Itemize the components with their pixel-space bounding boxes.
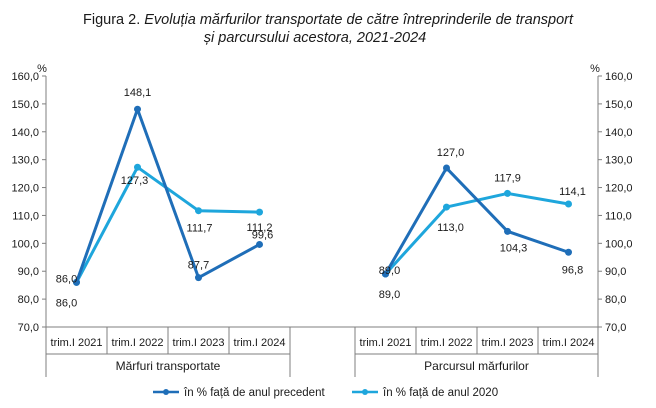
y-tick-label-left: 100,0 <box>11 238 39 250</box>
data-point <box>504 227 511 235</box>
data-point <box>443 164 450 172</box>
y-tick-label-left: 160,0 <box>11 71 39 83</box>
legend-marker <box>163 389 169 395</box>
series-line <box>75 165 260 284</box>
y-tick-label-right: 70,0 <box>605 322 626 334</box>
y-tick-label-left: 70,0 <box>18 322 39 334</box>
data-label: 111,7 <box>187 223 213 235</box>
data-label: 99,6 <box>252 229 273 241</box>
data-label: 89,0 <box>379 265 400 277</box>
y-tick-label-right: 130,0 <box>605 155 633 167</box>
y-unit-left: % <box>37 63 47 75</box>
data-label: 86,0 <box>56 273 77 285</box>
chart-title-prefix: Figura 2. <box>83 12 140 28</box>
data-point <box>565 200 572 208</box>
y-unit-right: % <box>590 63 600 75</box>
y-tick-label-right: 110,0 <box>605 210 632 222</box>
series-line <box>384 166 569 275</box>
y-tick-label-left: 150,0 <box>11 99 39 111</box>
data-point <box>256 240 263 248</box>
y-tick-label-right: 80,0 <box>605 294 626 306</box>
data-label: 117,9 <box>494 172 521 184</box>
y-tick-label-right: 90,0 <box>605 266 626 278</box>
y-tick-label-right: 120,0 <box>605 183 633 195</box>
x-category-label: trim.I 2024 <box>543 337 595 349</box>
data-point <box>382 270 389 278</box>
data-label: 86,0 <box>56 297 77 309</box>
y-tick-label-left: 90,0 <box>18 266 39 278</box>
y-tick-label-left: 140,0 <box>11 127 39 139</box>
x-category-label: trim.I 2021 <box>51 337 103 349</box>
data-point <box>504 189 511 197</box>
plot-area: 70,0 70,0 80,0 80,0 90,0 90,0 100,0 100,0 110,0 1… <box>11 63 632 399</box>
y-tick-label-right: 150,0 <box>605 99 633 111</box>
x-category-label: trim.I 2024 <box>234 337 286 349</box>
data-label: 96,8 <box>562 264 583 276</box>
x-group-label: Parcursul mărfurilor <box>424 359 529 373</box>
data-point <box>134 105 141 113</box>
x-category-label: trim.I 2021 <box>360 337 412 349</box>
x-category-label: trim.I 2022 <box>421 337 473 349</box>
chart-title-line-2: și parcursului acestora, 2021-2024 <box>204 30 426 46</box>
data-point <box>73 278 80 286</box>
data-point <box>443 203 450 211</box>
data-point <box>195 274 202 282</box>
chart-title-text: Evoluția mărfurilor transportate de cătr… <box>144 12 574 28</box>
x-category-label: trim.I 2023 <box>173 337 225 349</box>
legend-marker <box>362 389 368 395</box>
y-tick-label-left: 110,0 <box>12 210 39 222</box>
y-tick-label-right: 160,0 <box>605 71 633 83</box>
series-line <box>384 191 569 276</box>
data-label: 148,1 <box>124 87 152 99</box>
legend-label: în % față de anul 2020 <box>382 387 498 399</box>
data-label: 104,3 <box>500 242 528 254</box>
y-tick-label-right: 140,0 <box>605 127 633 139</box>
y-tick-label-left: 80,0 <box>18 294 39 306</box>
y-tick-label-left: 120,0 <box>11 183 39 195</box>
data-label: 127,3 <box>121 175 149 187</box>
data-point <box>134 163 141 171</box>
data-label: 127,0 <box>437 147 465 159</box>
x-category-label: trim.I 2022 <box>112 337 164 349</box>
data-label: 114,1 <box>559 186 586 198</box>
y-tick-label-right: 100,0 <box>605 238 633 250</box>
x-group-label: Mărfuri transportate <box>116 359 221 373</box>
data-point <box>195 207 202 215</box>
chart-title-line-1: Figura 2. Evoluția mărfurilor transportat… <box>83 12 574 28</box>
data-label: 111,2 <box>247 222 273 234</box>
legend-label: în % față de anul precedent <box>183 387 325 399</box>
data-point <box>565 248 572 256</box>
data-point <box>256 208 263 216</box>
x-category-label: trim.I 2023 <box>482 337 534 349</box>
data-label: 113,0 <box>437 222 464 234</box>
data-label: 89,0 <box>379 289 400 301</box>
data-label: 87,7 <box>188 260 209 272</box>
y-tick-label-left: 130,0 <box>11 155 39 167</box>
series-line <box>75 107 261 283</box>
